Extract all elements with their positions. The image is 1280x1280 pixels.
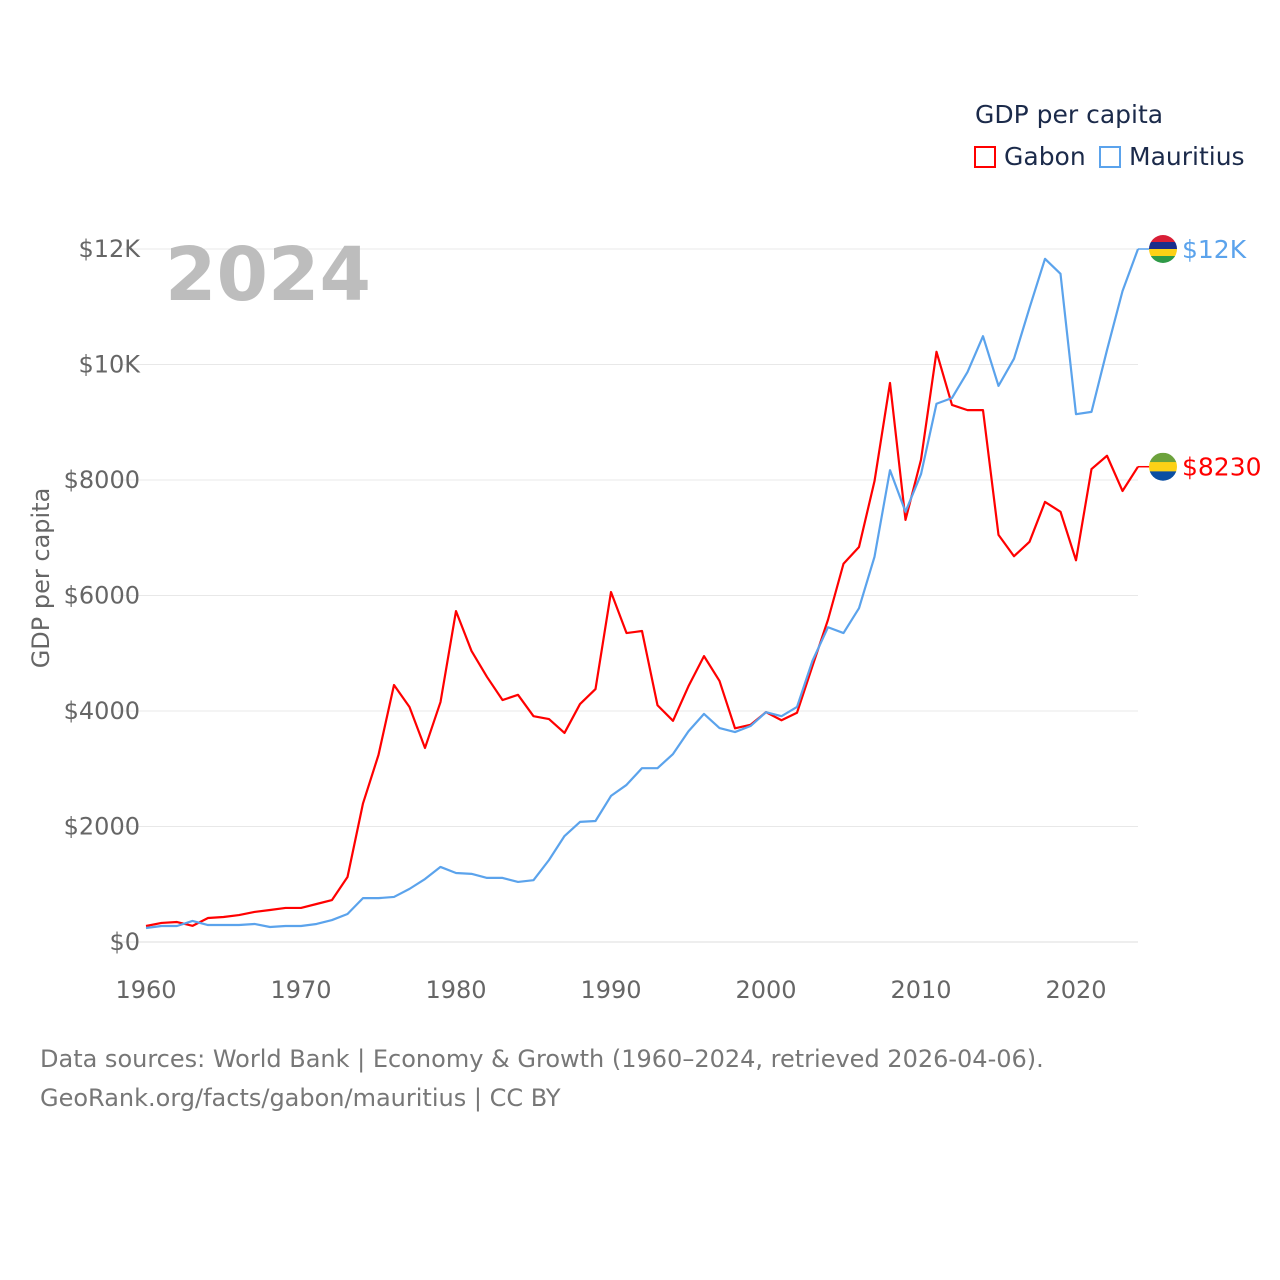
x-tick-label: 1980 [425,976,486,1004]
y-tick-label: $8000 [64,466,140,494]
x-tick-label: 2020 [1045,976,1106,1004]
end-value-label: $8230 [1182,453,1262,482]
flag-mauritius-icon [1149,235,1177,263]
y-tick-label: $4000 [64,697,140,725]
end-value-label: $12K [1182,235,1247,264]
x-tick-label: 1990 [580,976,641,1004]
y-tick-label: $6000 [64,582,140,610]
legend-item-mauritius[interactable]: Mauritius [1099,142,1245,171]
series-line-mauritius [145,248,1140,930]
legend-title: GDP per capita [975,100,1164,129]
y-axis-title: GDP per capita [27,488,55,669]
x-tick-label: 1970 [270,976,331,1004]
series-line-gabon [145,350,1139,928]
flag-gabon-icon [1149,452,1177,481]
legend-label-gabon: Gabon [1004,142,1086,171]
legend-item-gabon[interactable]: Gabon [974,142,1086,171]
x-tick-label: 2010 [890,976,951,1004]
legend-swatch-mauritius [1099,145,1121,168]
legend-swatch-gabon [974,145,996,168]
y-tick-label: $12K [78,235,141,263]
year-label: 2024 [165,232,371,318]
legend-label-mauritius: Mauritius [1129,142,1245,171]
y-tick-label: $2000 [64,813,140,841]
x-tick-label: 1960 [115,976,176,1004]
y-tick-label: $0 [109,928,140,956]
y-tick-label: $10K [78,351,141,379]
x-tick-label: 2000 [735,976,796,1004]
footer-attribution[interactable]: GeoRank.org/facts/gabon/mauritius | CC B… [40,1084,561,1112]
footer-sources: Data sources: World Bank | Economy & Gro… [40,1045,1044,1073]
